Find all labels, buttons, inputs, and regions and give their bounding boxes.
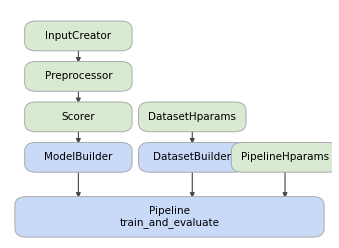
FancyBboxPatch shape bbox=[25, 21, 132, 51]
Text: ModelBuilder: ModelBuilder bbox=[44, 152, 113, 162]
FancyBboxPatch shape bbox=[25, 142, 132, 172]
Text: Scorer: Scorer bbox=[62, 112, 95, 122]
Text: DatasetBuilder: DatasetBuilder bbox=[153, 152, 231, 162]
FancyBboxPatch shape bbox=[231, 142, 339, 172]
Text: InputCreator: InputCreator bbox=[45, 31, 112, 41]
FancyBboxPatch shape bbox=[139, 102, 246, 132]
Text: PipelineHparams: PipelineHparams bbox=[241, 152, 329, 162]
Text: Preprocessor: Preprocessor bbox=[44, 71, 112, 81]
Text: Pipeline
train_and_evaluate: Pipeline train_and_evaluate bbox=[120, 206, 219, 228]
FancyBboxPatch shape bbox=[25, 102, 132, 132]
FancyBboxPatch shape bbox=[139, 142, 246, 172]
FancyBboxPatch shape bbox=[25, 62, 132, 91]
Text: DatasetHparams: DatasetHparams bbox=[148, 112, 236, 122]
FancyBboxPatch shape bbox=[15, 197, 324, 237]
